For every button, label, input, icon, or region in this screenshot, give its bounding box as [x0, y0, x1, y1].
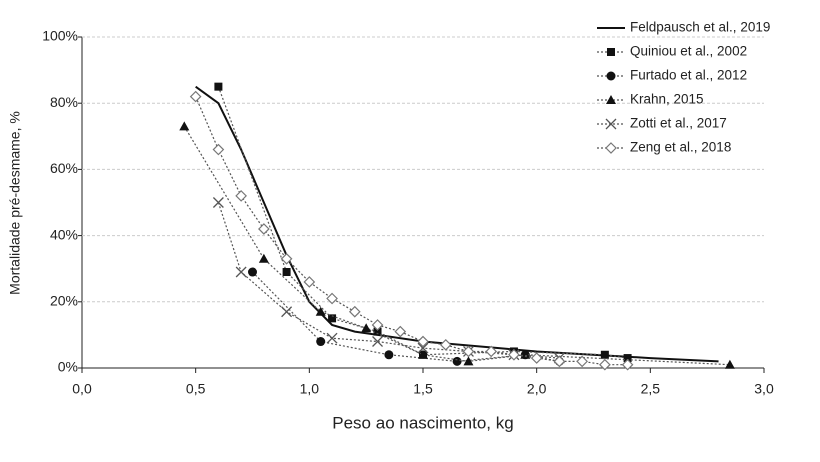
marker: [179, 121, 190, 131]
legend-label: Zotti et al., 2017: [630, 116, 727, 131]
marker: [258, 253, 269, 263]
series-line: [183, 126, 730, 366]
marker: [258, 223, 270, 235]
marker: [724, 359, 735, 369]
y-axis-title: Mortalidade pré-desmame, %: [7, 111, 23, 295]
marker: [328, 314, 337, 323]
x-tick-label: 0,5: [186, 381, 206, 397]
y-tick-label: 100%: [42, 28, 78, 44]
marker: [508, 348, 520, 361]
marker: [235, 266, 247, 278]
marker: [605, 118, 617, 130]
marker: [214, 82, 223, 91]
legend-label: Zeng et al., 2018: [630, 140, 731, 155]
x-tick-label: 2,0: [527, 381, 547, 397]
y-tick-label: 80%: [50, 94, 78, 110]
marker: [439, 338, 452, 351]
marker: [462, 345, 475, 358]
marker: [485, 345, 498, 358]
marker: [315, 306, 326, 316]
legend-label: Feldpausch et al., 2019: [630, 20, 770, 35]
marker: [623, 354, 632, 363]
series-line: [195, 96, 628, 366]
y-tick-label: 0%: [58, 359, 78, 375]
marker: [361, 323, 372, 333]
marker: [326, 292, 338, 305]
marker: [371, 319, 384, 331]
marker: [212, 143, 225, 156]
marker: [281, 306, 293, 318]
series-line: [217, 202, 560, 359]
y-tick-label: 40%: [50, 226, 78, 242]
x-tick-label: 2,5: [641, 381, 661, 397]
x-tick-label: 1,5: [413, 381, 433, 397]
legend-label: Krahn, 2015: [630, 92, 704, 107]
y-tick-label: 60%: [50, 160, 78, 176]
marker: [235, 190, 247, 202]
marker: [605, 142, 617, 154]
marker: [530, 352, 543, 364]
marker: [348, 305, 361, 318]
marker: [280, 252, 293, 265]
marker: [212, 197, 224, 208]
marker: [417, 342, 429, 354]
marker: [316, 337, 326, 347]
marker: [553, 355, 566, 368]
marker: [189, 90, 202, 103]
marker: [394, 325, 407, 338]
marker: [607, 48, 615, 56]
marker: [621, 358, 634, 371]
marker: [599, 358, 611, 371]
x-axis-title: Peso ao nascimento, kg: [332, 413, 513, 432]
marker: [417, 335, 429, 348]
marker: [282, 268, 291, 277]
marker: [303, 276, 316, 288]
marker: [452, 356, 462, 366]
marker: [373, 327, 382, 336]
y-tick-label: 20%: [50, 293, 78, 309]
marker: [463, 356, 474, 366]
x-tick-label: 3,0: [754, 381, 774, 397]
marker: [576, 355, 588, 368]
marker: [326, 332, 338, 344]
marker: [606, 71, 616, 81]
marker: [606, 95, 616, 104]
marker: [384, 350, 394, 360]
marker: [600, 350, 609, 359]
marker: [248, 267, 257, 277]
marker: [418, 349, 428, 359]
x-tick-label: 1,0: [300, 381, 320, 397]
x-tick-label: 0,0: [72, 381, 92, 397]
marker: [372, 336, 383, 347]
legend-label: Quiniou et al., 2002: [630, 44, 747, 59]
series-line: [217, 86, 628, 359]
legend-label: Furtado et al., 2012: [630, 68, 747, 83]
